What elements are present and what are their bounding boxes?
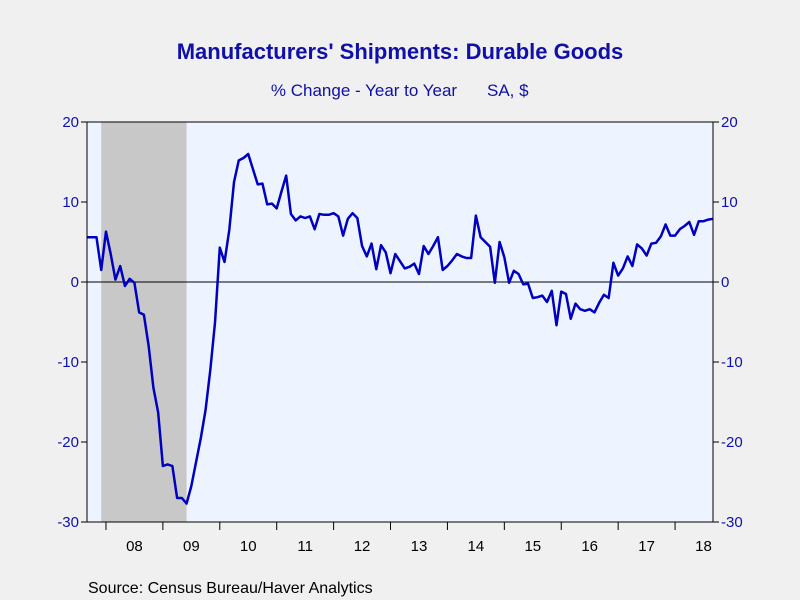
y-tick-label-left: -20 bbox=[57, 434, 79, 451]
y-tick-label-left: -30 bbox=[57, 514, 79, 531]
chart-subtitle-note: SA, $ bbox=[487, 81, 529, 100]
plot-area bbox=[87, 122, 713, 522]
chart-subtitle: % Change - Year to Year bbox=[271, 81, 458, 100]
x-tick-label: 18 bbox=[695, 538, 712, 555]
y-tick-label-left: 0 bbox=[71, 274, 79, 291]
x-tick-label: 16 bbox=[581, 538, 598, 555]
x-tick-label: 17 bbox=[638, 538, 655, 555]
x-tick-label: 12 bbox=[354, 538, 371, 555]
y-tick-label-right: 20 bbox=[721, 114, 738, 131]
chart-title: Manufacturers' Shipments: Durable Goods bbox=[177, 39, 624, 64]
y-tick-label-left: -10 bbox=[57, 354, 79, 371]
y-tick-label-right: -30 bbox=[721, 514, 743, 531]
y-tick-label-left: 10 bbox=[62, 194, 79, 211]
x-tick-label: 10 bbox=[240, 538, 257, 555]
x-axis-ticks: 08 09 10 11 12 13 14 15 16 17 18 bbox=[105, 522, 712, 555]
source-note: Source: Census Bureau/Haver Analytics bbox=[88, 580, 373, 597]
y-axis-ticks: 20 20 10 10 0 0 -10 -10 -20 -20 -30 -30 bbox=[57, 114, 742, 531]
y-tick-label-right: -20 bbox=[721, 434, 743, 451]
x-tick-label: 14 bbox=[468, 538, 485, 555]
x-tick-label: 11 bbox=[297, 538, 313, 555]
y-tick-label-right: 0 bbox=[721, 274, 729, 291]
series-line-durable-goods bbox=[87, 152, 714, 505]
y-tick-label-left: 20 bbox=[62, 114, 79, 131]
y-tick-label-right: -10 bbox=[721, 354, 743, 371]
plot-frame bbox=[86, 121, 714, 523]
x-tick-label: 08 bbox=[126, 538, 143, 555]
x-tick-label: 15 bbox=[524, 538, 541, 555]
x-tick-label: 13 bbox=[411, 538, 428, 555]
x-tick-label: 09 bbox=[183, 538, 200, 555]
y-tick-label-right: 10 bbox=[721, 194, 738, 211]
